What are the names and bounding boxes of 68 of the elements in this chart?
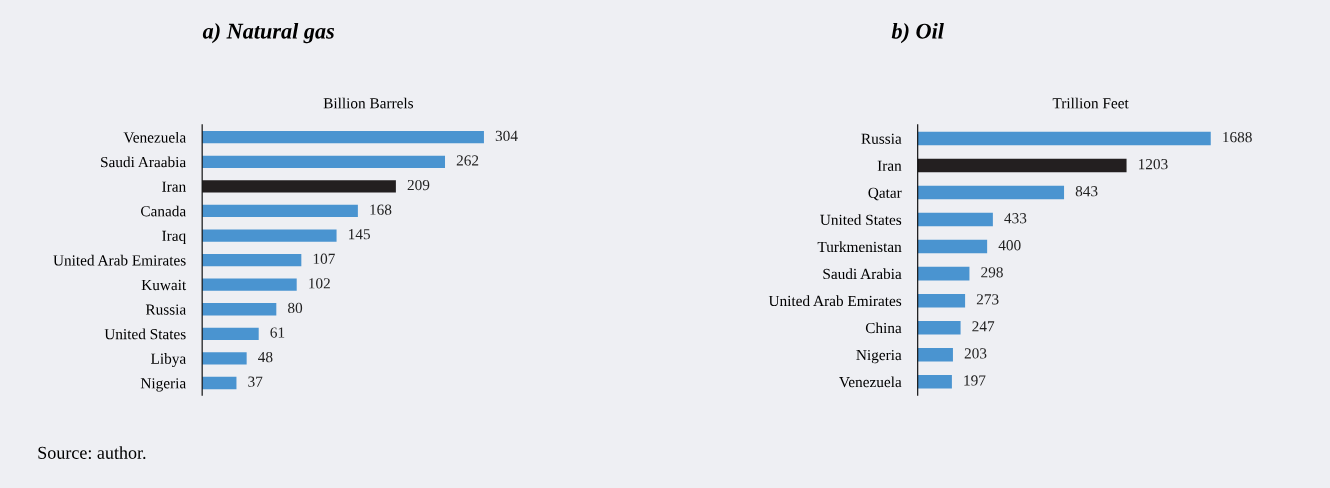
- y-tick-label: United States: [820, 214, 902, 225]
- y-tick-label: Venezuela: [123, 131, 186, 143]
- bar: [917, 347, 953, 362]
- bar: [917, 131, 1211, 146]
- bar: [917, 320, 961, 335]
- data-label: 102: [309, 278, 330, 289]
- y-tick-label: United States: [104, 328, 186, 340]
- y-tick-label: Iraq: [162, 230, 186, 245]
- y-tick-label: China: [865, 322, 902, 334]
- y-tick-label: Iran: [162, 181, 186, 192]
- y-tick-label: United Arab Emirates: [53, 254, 186, 266]
- bar: [202, 303, 277, 316]
- y-tick-label: Canada: [141, 205, 186, 217]
- bar: [202, 229, 337, 242]
- y-tick-label: Russia: [861, 133, 902, 144]
- y-tick-label: Qatar: [868, 187, 902, 201]
- data-label: 262: [456, 155, 479, 166]
- data-label: 843: [1075, 186, 1098, 197]
- y-tick-label: United Arab Emirates: [768, 295, 902, 307]
- data-label: 145: [349, 229, 370, 240]
- data-label: 61: [270, 327, 285, 338]
- y-tick-label: Nigeria: [140, 378, 186, 392]
- data-label: 48: [258, 351, 273, 363]
- data-label: 107: [313, 253, 335, 264]
- y-tick-label: Libya: [150, 353, 186, 368]
- data-label: 80: [288, 302, 303, 314]
- bar: [917, 212, 993, 227]
- y-tick-label: Venezuela: [839, 376, 902, 388]
- y-tick-label: Kuwait: [141, 279, 187, 291]
- bar: [917, 375, 952, 389]
- y-tick-label: Turkmenistan: [817, 241, 902, 253]
- bar: [917, 158, 1127, 173]
- bar: [202, 155, 446, 168]
- data-label: 1688: [1223, 131, 1252, 143]
- bar: [202, 352, 247, 365]
- bar: [917, 185, 1065, 200]
- data-label: 247: [972, 321, 995, 332]
- bar: [202, 253, 302, 267]
- x-axis-title: Billion Barrels: [323, 97, 414, 109]
- data-label: 304: [495, 130, 518, 142]
- y-tick-label: Nigeria: [856, 349, 902, 364]
- data-label: 209: [407, 179, 430, 191]
- bar: [917, 266, 970, 281]
- y-tick-label: Russia: [145, 304, 186, 315]
- y-tick-label: Iran: [877, 160, 902, 171]
- y-tick-label: Saudi Araabia: [101, 156, 186, 168]
- bar: [202, 278, 297, 291]
- bar: [202, 327, 259, 340]
- chart-title: a) Natural gas: [202, 23, 335, 44]
- data-label: 400: [998, 240, 1021, 251]
- data-label: 1203: [1139, 158, 1168, 170]
- bar: [202, 204, 358, 218]
- data-label: 433: [1004, 213, 1027, 224]
- data-label: 197: [964, 375, 986, 386]
- source-note: Source: author.: [38, 446, 146, 459]
- bar: [917, 239, 988, 254]
- data-label: 37: [248, 376, 263, 387]
- y-tick-label: Saudi Arabia: [823, 268, 902, 280]
- bar: [917, 293, 966, 308]
- x-axis-title: Trillion Feet: [1052, 97, 1129, 109]
- bar: [202, 180, 396, 193]
- bar: [202, 131, 484, 144]
- bar: [202, 376, 237, 390]
- data-label: 273: [976, 294, 999, 305]
- data-label: 298: [981, 267, 1003, 278]
- chart-title: b) Oil: [891, 23, 944, 44]
- data-label: 168: [370, 204, 392, 215]
- data-label: 203: [964, 348, 987, 359]
